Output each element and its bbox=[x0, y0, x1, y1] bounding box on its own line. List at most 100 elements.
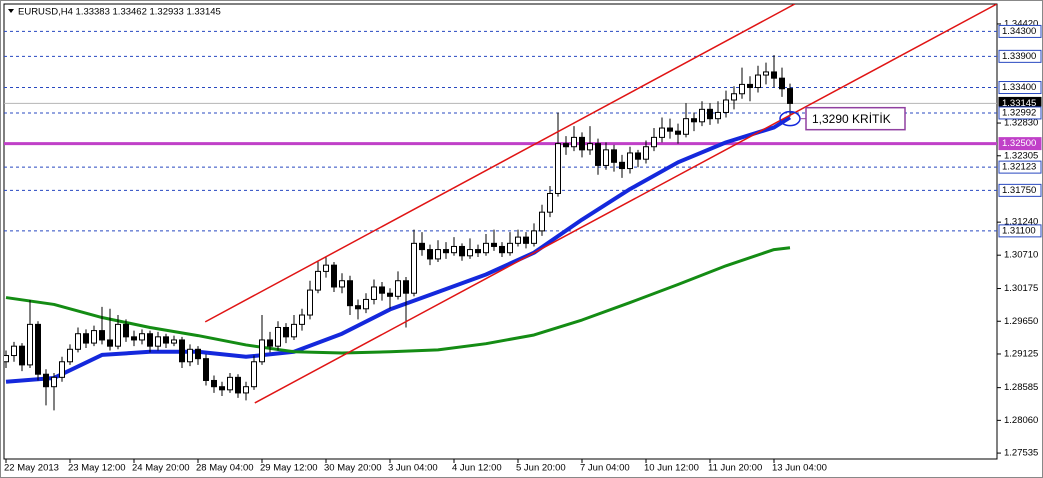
candle-body bbox=[387, 292, 393, 297]
candle-body bbox=[155, 336, 161, 347]
candle-body bbox=[139, 333, 145, 341]
candle-body bbox=[731, 93, 737, 101]
candle-body bbox=[51, 376, 57, 388]
y-tick-label: 1.30175 bbox=[1004, 283, 1038, 294]
candle-body bbox=[355, 305, 361, 310]
x-tick-label: 11 Jun 20:00 bbox=[708, 463, 762, 474]
candle-body bbox=[619, 161, 625, 170]
candle-body bbox=[235, 376, 241, 394]
candle-body bbox=[611, 149, 617, 163]
level-label: 1.31750 bbox=[1002, 185, 1036, 196]
candle-body bbox=[675, 130, 681, 135]
level-tag bbox=[998, 49, 1042, 63]
candle-body bbox=[635, 152, 641, 160]
candle-body bbox=[107, 339, 113, 347]
candle-body bbox=[467, 249, 473, 257]
candle-body bbox=[627, 152, 633, 170]
candle-body bbox=[307, 289, 313, 316]
candle-body bbox=[299, 314, 305, 325]
candle-body bbox=[283, 326, 289, 338]
y-tick-label: 1.29650 bbox=[1004, 316, 1038, 327]
level-label: 1.32992 bbox=[1002, 107, 1036, 118]
candle-body bbox=[779, 77, 785, 90]
level-tag bbox=[998, 183, 1042, 197]
x-tick-label: 10 Jun 12:00 bbox=[644, 463, 699, 474]
level-label: 1.32500 bbox=[1002, 138, 1036, 149]
x-tick-label: 4 Jun 12:00 bbox=[452, 463, 502, 474]
candle-body bbox=[59, 361, 65, 378]
candle-body bbox=[379, 286, 385, 294]
candle-body bbox=[499, 245, 505, 254]
candle-body bbox=[347, 280, 353, 307]
chart-title: EURUSD,H4 1.33383 1.33462 1.32933 1.3314… bbox=[18, 7, 221, 18]
candle-body bbox=[723, 99, 729, 113]
candle-body bbox=[411, 242, 417, 294]
candle-body bbox=[4, 355, 9, 363]
candle-body bbox=[771, 71, 777, 79]
level-label: 1.31100 bbox=[1002, 225, 1036, 236]
candle-body bbox=[395, 280, 401, 297]
candle-body bbox=[131, 336, 137, 341]
candle-body bbox=[251, 361, 257, 388]
candle-body bbox=[691, 118, 697, 123]
candle-body bbox=[403, 280, 409, 294]
candle-body bbox=[579, 136, 585, 151]
candle-body bbox=[123, 323, 129, 338]
candle-body bbox=[699, 108, 705, 123]
candle-body bbox=[363, 298, 369, 310]
y-tick-label: 1.32830 bbox=[1004, 118, 1038, 129]
candle-body bbox=[603, 149, 609, 166]
candle-body bbox=[195, 348, 201, 360]
y-tick-label: 1.31240 bbox=[1004, 217, 1038, 228]
candle-body bbox=[179, 339, 185, 363]
x-tick-label: 30 May 20:00 bbox=[324, 463, 382, 474]
candle-body bbox=[419, 242, 425, 251]
candle-body bbox=[459, 245, 465, 257]
candle-body bbox=[755, 74, 761, 89]
candle-body bbox=[547, 192, 553, 213]
candle-body bbox=[763, 71, 769, 76]
candle-body bbox=[35, 323, 41, 375]
candle-body bbox=[315, 270, 321, 291]
level-label: 1.33900 bbox=[1002, 51, 1036, 62]
x-tick-label: 5 Jun 20:00 bbox=[516, 463, 566, 474]
candle-body bbox=[83, 333, 89, 344]
y-tick-label: 1.30710 bbox=[1004, 250, 1038, 261]
trendline bbox=[204, 4, 796, 323]
annotation-box bbox=[805, 106, 906, 131]
candle-body bbox=[659, 127, 665, 138]
y-tick-label: 1.28060 bbox=[1004, 415, 1038, 426]
candle-body bbox=[531, 230, 537, 244]
candle-body bbox=[715, 111, 721, 120]
candle-body bbox=[371, 286, 377, 300]
menu-arrow bbox=[8, 9, 14, 13]
candle-body bbox=[75, 333, 81, 350]
candle-body bbox=[571, 136, 577, 148]
candle-body bbox=[451, 245, 457, 254]
level-tag bbox=[998, 81, 1042, 95]
level-label: 1.34300 bbox=[1002, 26, 1036, 37]
level-label: 1.33400 bbox=[1002, 82, 1036, 93]
y-tick-label: 1.29125 bbox=[1004, 348, 1038, 359]
candle-body bbox=[243, 386, 249, 394]
y-tick-label: 1.27535 bbox=[1004, 448, 1038, 459]
candle-body bbox=[643, 146, 649, 160]
plot bbox=[4, 4, 997, 411]
candle-body bbox=[11, 345, 17, 357]
level-tag bbox=[998, 160, 1042, 174]
level-label: 1.32123 bbox=[1002, 162, 1036, 173]
level-tag bbox=[998, 106, 1042, 120]
candle-body bbox=[707, 108, 713, 120]
level-tag bbox=[998, 137, 1042, 151]
candle-body bbox=[219, 386, 225, 391]
candle-body bbox=[539, 211, 545, 232]
candle-body bbox=[443, 249, 449, 254]
candle-body bbox=[19, 345, 25, 366]
candle-body bbox=[211, 379, 217, 388]
candle-body bbox=[475, 249, 481, 254]
candle-body bbox=[683, 118, 689, 135]
candle-body bbox=[587, 143, 593, 151]
x-tick-label: 23 May 12:00 bbox=[68, 463, 126, 474]
candle-body bbox=[267, 339, 273, 347]
